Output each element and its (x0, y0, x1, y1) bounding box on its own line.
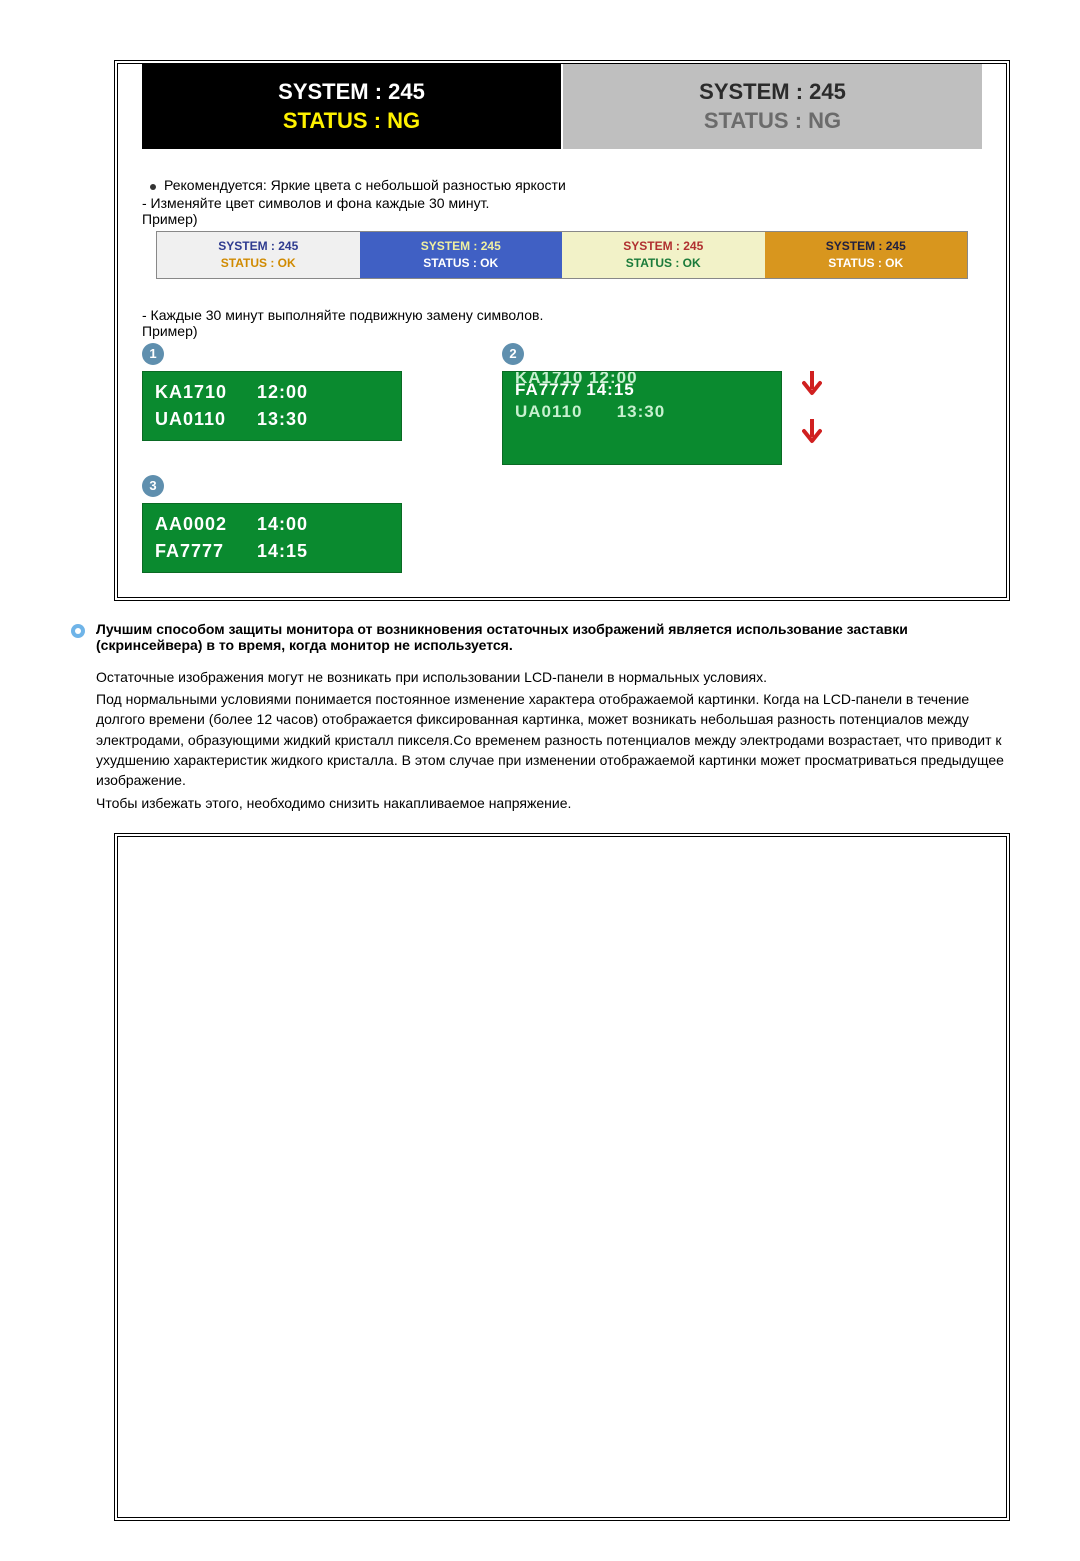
arrow-down-icon (802, 419, 822, 445)
body-para-3: Чтобы избежать этого, необходимо снизить… (96, 793, 1010, 813)
scroll-overlap-row: KA1710 12:00FA7777 14:15 (515, 374, 665, 398)
tip-text: Лучшим способом защиты монитора от возни… (96, 621, 1010, 653)
ok-cell-status: STATUS : OK (765, 255, 968, 272)
ok-cell-system: SYSTEM : 245 (765, 238, 968, 255)
ng-light-status: STATUS : NG (563, 107, 982, 136)
empty-illustration-box (114, 833, 1010, 1521)
badge-3: 3 (142, 475, 164, 497)
ok-cell-system: SYSTEM : 245 (157, 238, 360, 255)
ok-cell-status: STATUS : OK (360, 255, 563, 272)
badge-1: 1 (142, 343, 164, 365)
ok-cell: SYSTEM : 245STATUS : OK (765, 232, 968, 278)
green-panel-3: AA0002 14:00 FA7777 14:15 (142, 503, 402, 573)
body-para-1: Остаточные изображения могут не возникат… (96, 667, 1010, 687)
scroll-col-3: 3 AA0002 14:00 FA7777 14:15 (142, 475, 402, 573)
ok-cell-system: SYSTEM : 245 (562, 238, 765, 255)
ok-cell: SYSTEM : 245STATUS : OK (157, 232, 360, 278)
scroll-arrows (802, 371, 822, 445)
ok-cell-system: SYSTEM : 245 (360, 238, 563, 255)
schedule-row: AA0002 14:00 (155, 514, 389, 535)
ng-panel-dark: SYSTEM : 245 STATUS : NG (142, 64, 561, 149)
body-para-2: Под нормальными условиями понимается пос… (96, 689, 1010, 790)
bullet-icon (150, 184, 156, 190)
schedule-row: UA0110 13:30 (155, 409, 389, 430)
ng-dark-status: STATUS : NG (142, 107, 561, 136)
arrow-down-icon (802, 371, 822, 397)
recommendation-line2: - Изменяйте цвет символов и фона каждые … (142, 195, 982, 211)
ng-panel-light: SYSTEM : 245 STATUS : NG (563, 64, 982, 149)
tip-row: Лучшим способом защиты монитора от возни… (70, 621, 1010, 653)
example-label-1: Пример) (142, 211, 982, 227)
ng-dark-system: SYSTEM : 245 (142, 78, 561, 107)
ok-cell: SYSTEM : 245STATUS : OK (562, 232, 765, 278)
recommendation-bullet: Рекомендуется: Яркие цвета с небольшой р… (142, 177, 982, 193)
scroll-col-1: 1 KA1710 12:00 UA0110 13:30 (142, 343, 402, 441)
badge-2: 2 (502, 343, 524, 365)
schedule-row: FA7777 14:15 (155, 541, 389, 562)
ok-color-cycle-row: SYSTEM : 245STATUS : OKSYSTEM : 245STATU… (156, 231, 968, 279)
ok-cell-status: STATUS : OK (157, 255, 360, 272)
green-panel-1: KA1710 12:00 UA0110 13:30 (142, 371, 402, 441)
scroll-col-2: 2 AA0002 14:00KA1710 12:00FA7777 14:15UA… (502, 343, 782, 465)
recommendation-text: Рекомендуется: Яркие цвета с небольшой р… (164, 177, 566, 193)
example-label-2: Пример) (142, 323, 982, 339)
info-icon (70, 623, 86, 639)
recommendation-scroll: - Каждые 30 минут выполняйте подвижную з… (142, 307, 982, 323)
schedule-row: KA1710 12:00 (155, 382, 389, 403)
scroll-examples: 1 KA1710 12:00 UA0110 13:30 2 AA0002 14:0… (142, 339, 982, 573)
ok-cell: SYSTEM : 245STATUS : OK (360, 232, 563, 278)
ng-light-system: SYSTEM : 245 (563, 78, 982, 107)
scroll-frame: AA0002 14:00KA1710 12:00FA7777 14:15UA01… (502, 371, 782, 465)
example-box-1: SYSTEM : 245 STATUS : NG SYSTEM : 245 ST… (114, 60, 1010, 601)
ok-cell-status: STATUS : OK (562, 255, 765, 272)
ng-comparison-row: SYSTEM : 245 STATUS : NG SYSTEM : 245 ST… (142, 64, 982, 149)
scroll-ghost-row: UA0110 13:30 (515, 402, 665, 422)
